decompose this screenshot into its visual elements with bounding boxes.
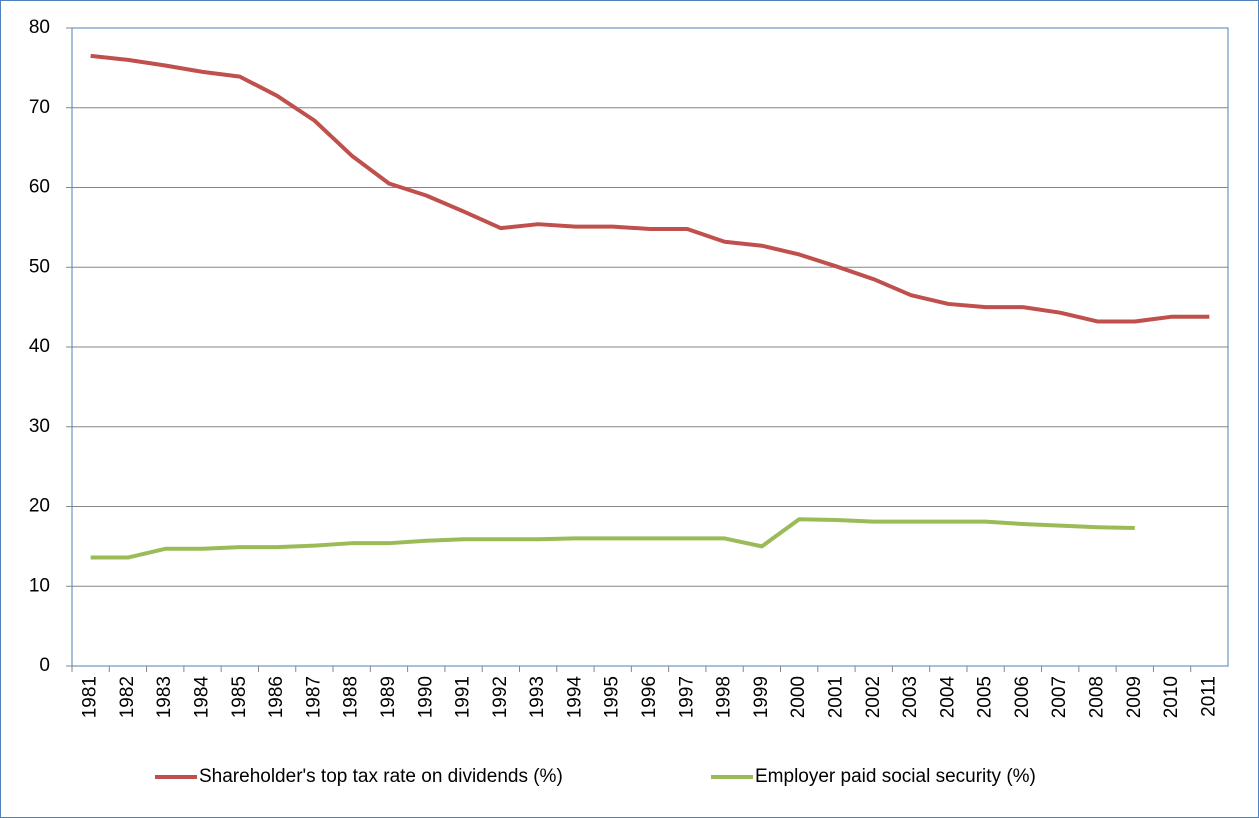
y-tick-label: 60 bbox=[29, 177, 50, 198]
x-tick-label: 1984 bbox=[192, 676, 213, 719]
x-tick-label: 1986 bbox=[266, 676, 287, 718]
x-tick-label: 1990 bbox=[415, 676, 436, 718]
y-tick-label: 0 bbox=[39, 655, 50, 676]
x-tick-label: 1993 bbox=[527, 676, 548, 718]
legend-label: Employer paid social security (%) bbox=[755, 766, 1036, 787]
plot-border bbox=[71, 27, 1229, 667]
x-tick-label: 2011 bbox=[1198, 676, 1219, 717]
x-tick-label: 1989 bbox=[378, 676, 399, 718]
x-tick-label: 2002 bbox=[863, 676, 884, 718]
x-tick-label: 2005 bbox=[975, 676, 996, 718]
x-tick-label: 1983 bbox=[154, 676, 175, 718]
x-tick-label: 2004 bbox=[937, 676, 958, 719]
y-tick-label: 20 bbox=[29, 496, 50, 517]
x-tick-label: 1988 bbox=[341, 676, 362, 718]
y-tick-label: 70 bbox=[29, 97, 50, 118]
x-tick-label: 1999 bbox=[751, 676, 772, 718]
x-tick-label: 1998 bbox=[714, 676, 735, 718]
x-tick-label: 1985 bbox=[229, 676, 250, 718]
x-tick-label: 1987 bbox=[303, 676, 324, 718]
line-series bbox=[90, 517, 1135, 560]
x-tick-label: 2007 bbox=[1049, 676, 1070, 718]
y-tick-label: 30 bbox=[29, 416, 50, 437]
x-tick-label: 1992 bbox=[490, 676, 511, 718]
x-tick-label: 1981 bbox=[80, 676, 101, 718]
x-tick-label: 1997 bbox=[676, 676, 697, 718]
x-tick-label: 1994 bbox=[564, 676, 585, 719]
legend-label: Shareholder's top tax rate on dividends … bbox=[199, 766, 563, 787]
x-tick-label: 2008 bbox=[1086, 676, 1107, 718]
x-tick-label: 1995 bbox=[602, 676, 623, 718]
y-tick-label: 10 bbox=[29, 575, 50, 596]
x-tick-label: 2006 bbox=[1012, 676, 1033, 718]
x-tick-label: 2000 bbox=[788, 676, 809, 718]
x-tick-label: 2001 bbox=[825, 676, 846, 718]
x-tick-label: 2009 bbox=[1124, 676, 1145, 718]
x-tick-label: 1996 bbox=[639, 676, 660, 718]
y-tick-label: 80 bbox=[29, 17, 50, 38]
x-tick-label: 1991 bbox=[453, 676, 474, 718]
y-tick-label: 40 bbox=[29, 336, 50, 357]
line-series bbox=[90, 53, 1210, 324]
y-tick-label: 50 bbox=[29, 256, 50, 277]
x-tick-label: 2003 bbox=[900, 676, 921, 718]
x-tick-label: 2010 bbox=[1161, 676, 1182, 718]
x-tick-label: 1982 bbox=[117, 676, 138, 718]
